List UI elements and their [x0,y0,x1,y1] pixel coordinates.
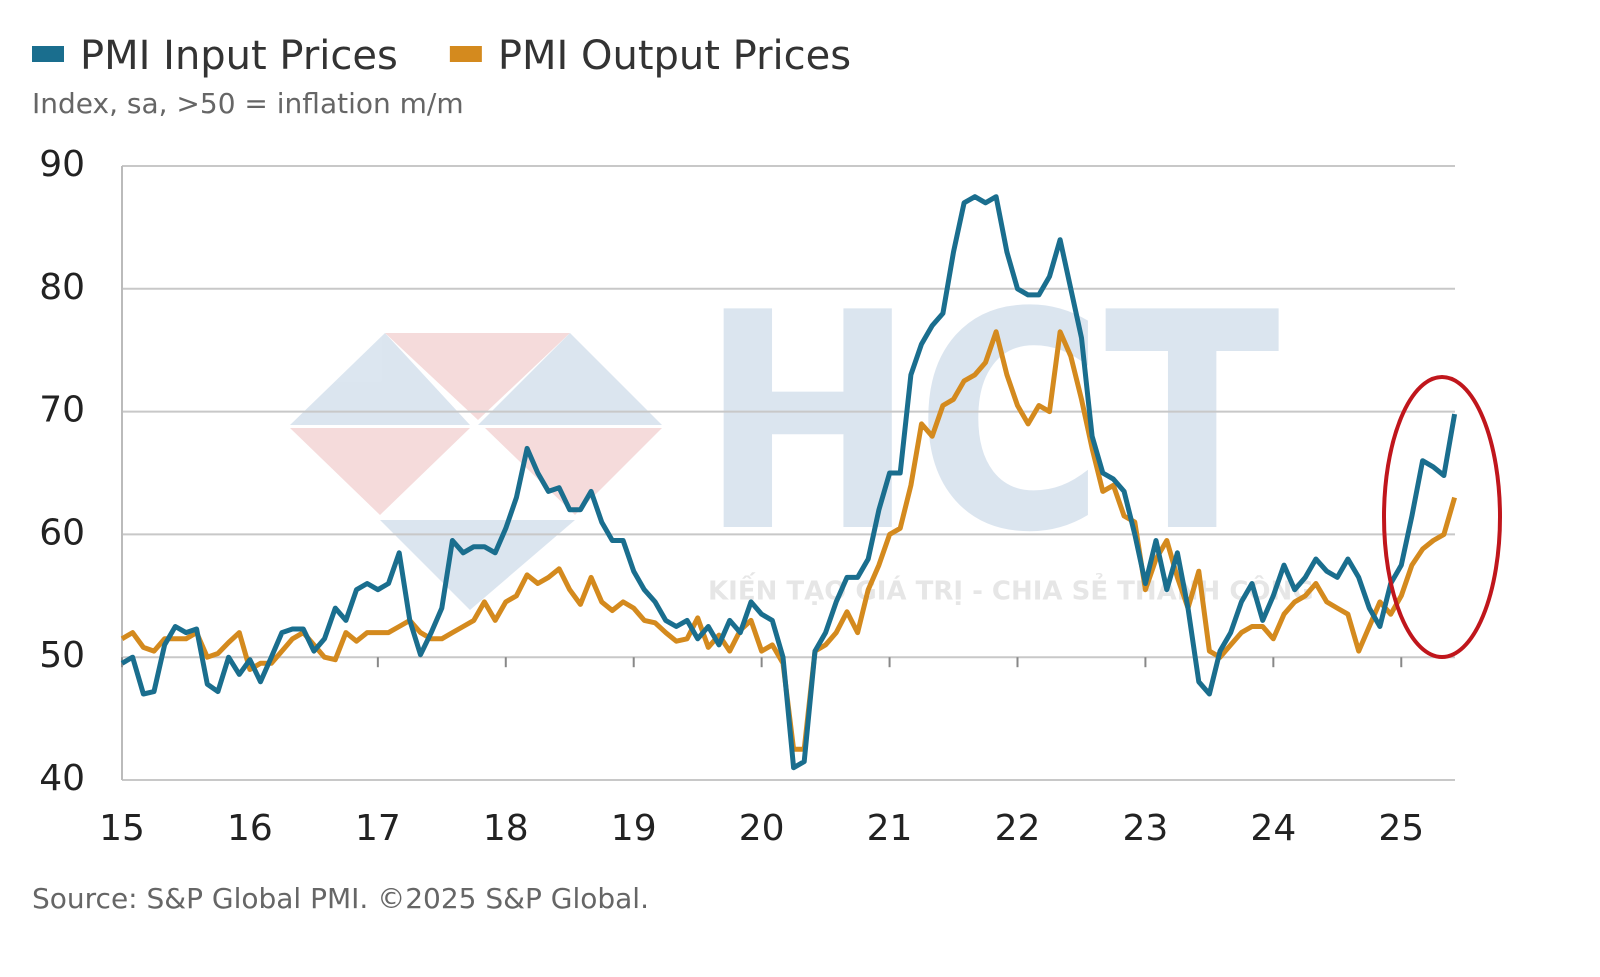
logo-shape [380,520,575,610]
series-line [120,194,1458,771]
x-tick-label: 19 [611,808,657,849]
x-tick-label: 20 [739,808,785,849]
y-tick-label: 90 [39,144,85,185]
x-tick-label: 22 [995,808,1041,849]
highlight-ellipse [1382,375,1502,659]
x-tick-label: 25 [1378,808,1424,849]
y-tick-label: 80 [39,267,85,308]
x-tick-label: 18 [483,808,529,849]
legend-label: PMI Output Prices [498,33,851,79]
x-tick-label: 21 [867,808,913,849]
legend-swatch [449,46,482,62]
subtitle: Index, sa, >50 = inflation m/m [32,87,464,120]
x-tick-label: 23 [1123,808,1169,849]
logo-shape [385,333,570,420]
x-tick-label: 15 [99,808,145,849]
y-tick-label: 60 [39,512,85,553]
legend-label: PMI Input Prices [80,33,398,79]
x-tick-label: 17 [355,808,401,849]
y-tick-label: 50 [39,635,85,676]
y-tick-label: 40 [39,758,85,799]
logo-shape [485,428,662,515]
logo-shape [290,428,470,515]
logo-shape [478,333,662,425]
source: Source: S&P Global PMI. ©2025 S&P Global… [32,882,649,915]
x-tick-label: 24 [1250,808,1296,849]
legend-swatch [32,46,64,62]
watermark-tagline: KIẾN TẠO GIÁ TRỊ - CHIA SẺ THÀNH CÔNG [708,572,1314,607]
logo-shape [290,333,470,425]
y-tick-label: 70 [39,390,85,431]
watermark: HCT KIẾN TẠO GIÁ TRỊ - CHIA SẺ THÀNH CÔN… [290,249,1314,610]
x-tick-label: 16 [227,808,273,849]
watermark-text: HCT [700,249,1281,598]
